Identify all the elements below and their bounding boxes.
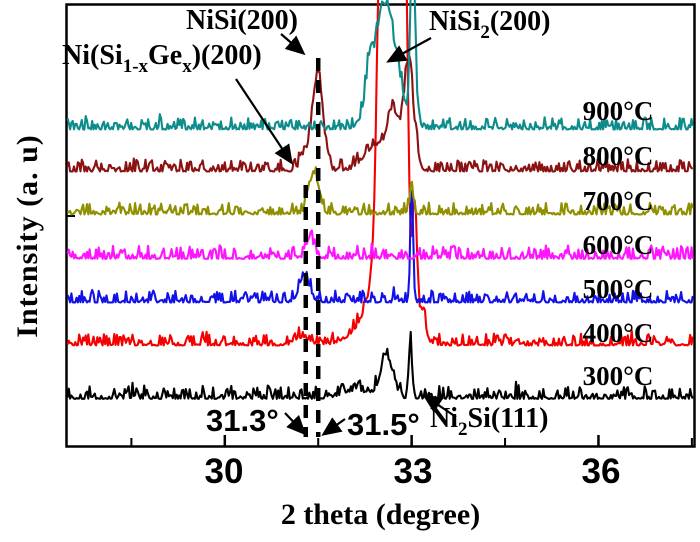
x-tick-label-30: 30 xyxy=(204,452,244,491)
series-trace-900c xyxy=(66,0,694,131)
series-trace-300c xyxy=(66,330,694,400)
arrow-nisi200 xyxy=(280,33,306,56)
annotation-text: Ge xyxy=(148,40,183,71)
series-label-900c: 900°C xyxy=(582,96,654,126)
dashed-guide-lines xyxy=(303,58,321,437)
arrow-ni2si111 xyxy=(422,394,457,418)
annotation-arrows xyxy=(235,33,457,436)
annotation-nisige-200: Ni(Si1-xGex)(200) xyxy=(62,40,262,76)
arrow-deg313 xyxy=(284,412,307,436)
series-label-700c: 700°C xyxy=(582,186,654,216)
annotation-text: )(200) xyxy=(191,40,262,71)
y-axis-label: Intensity (a. u) xyxy=(11,134,44,338)
annotation-ni2si-111: Ni2Si(111) xyxy=(430,403,549,439)
series-label-400c: 400°C xyxy=(582,318,654,348)
series-trace-600c xyxy=(66,229,694,260)
annotation-subscript: x xyxy=(182,56,192,77)
arrow-deg315 xyxy=(321,417,346,436)
annotation-nisi2-200: NiSi2(200) xyxy=(429,6,551,42)
axis-ticks xyxy=(67,215,693,446)
guide-label-31-3: 31.3° xyxy=(206,403,279,438)
arrow-nisige200 xyxy=(235,78,293,165)
series-label-600c: 600°C xyxy=(582,230,654,260)
annotation-text: NiSi(200) xyxy=(186,5,298,36)
annotation-text: Si(111) xyxy=(467,403,549,434)
arrow-nisi2200 xyxy=(386,37,432,63)
annotation-subscript: 1-x xyxy=(122,56,149,77)
annotation-text: Ni(Si xyxy=(62,40,123,71)
x-axis-label: 2 theta (degree) xyxy=(280,498,481,531)
annotation-subscript: 2 xyxy=(458,419,468,440)
annotation-text: NiSi xyxy=(429,6,481,37)
annotation-subscript: 2 xyxy=(480,22,490,43)
annotation-text: Ni xyxy=(430,403,458,434)
annotation-text: (200) xyxy=(489,6,551,37)
x-tick-label-33: 33 xyxy=(393,452,433,491)
series-label-300c: 300°C xyxy=(582,361,654,391)
series-label-500c: 500°C xyxy=(582,274,654,304)
guide-label-31-5: 31.5° xyxy=(347,407,420,442)
series-trace-700c xyxy=(66,166,694,216)
series-trace-500c xyxy=(66,189,694,304)
x-tick-label-36: 36 xyxy=(581,452,621,491)
series-label-800c: 800°C xyxy=(582,141,654,171)
series-trace-800c xyxy=(66,54,694,173)
series-traces xyxy=(66,0,694,400)
series-trace-400c xyxy=(66,0,694,347)
annotation-nisi-200: NiSi(200) xyxy=(186,5,298,37)
